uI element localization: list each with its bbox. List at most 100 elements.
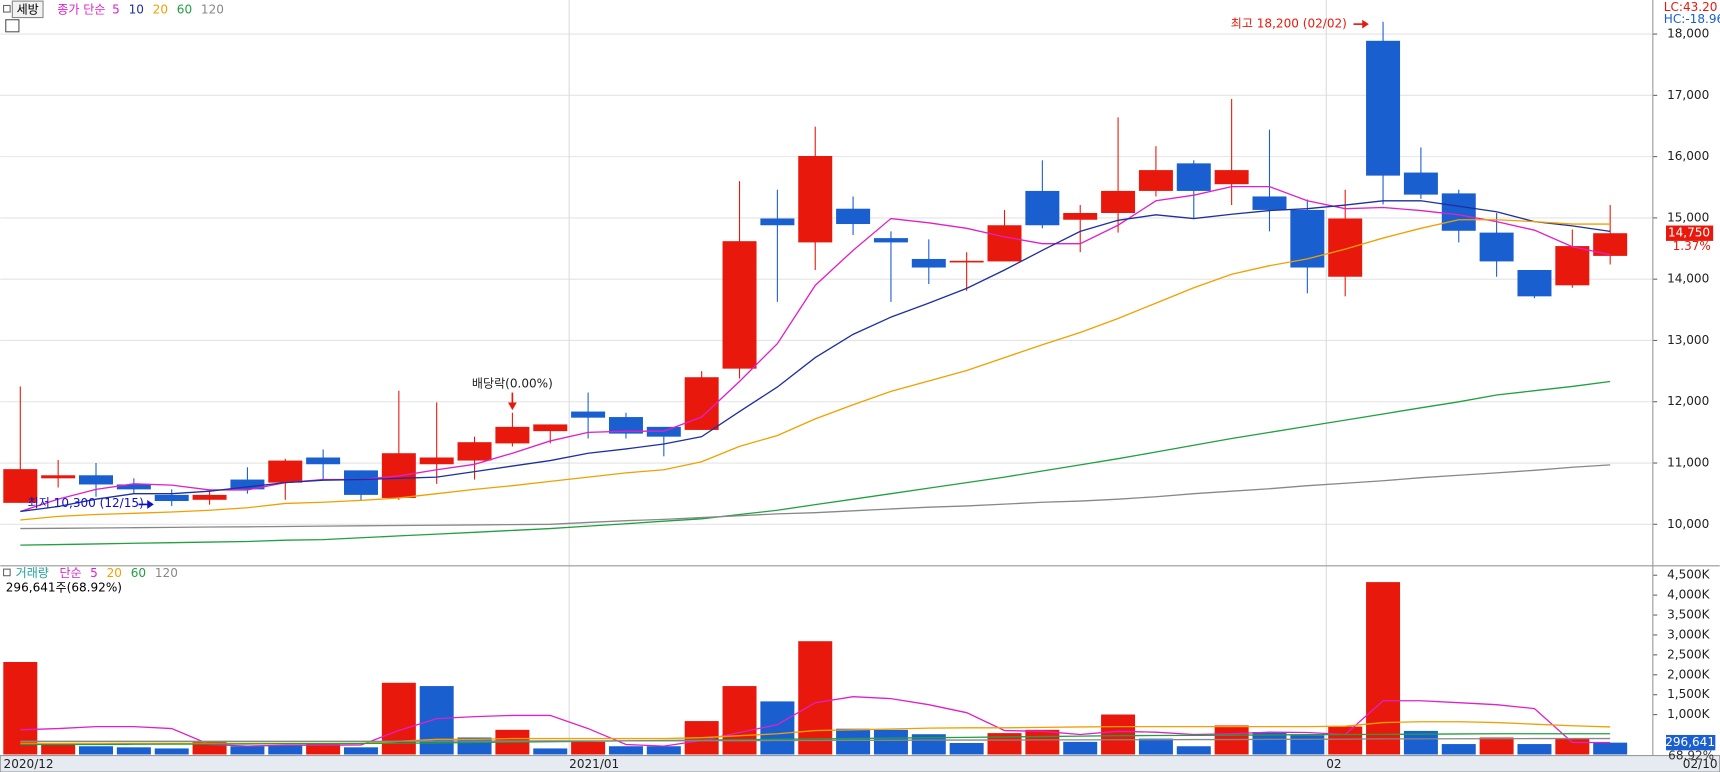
hc-indicator: HC:-18.96 [1664,12,1720,26]
pane-icon [3,4,11,13]
y-tick-label: 16,000 [1667,149,1709,163]
settings-icon[interactable] [5,19,20,33]
volume-bar [949,742,984,755]
candle-body [419,457,454,465]
candle-body [1214,170,1249,185]
date-axis [0,755,1720,772]
volume-bar [533,748,568,755]
candle-body [116,484,151,490]
volume-bar [1138,738,1173,755]
volume-bar [873,729,908,755]
y-tick-label: 11,000 [1667,456,1709,470]
candle-body [1176,163,1211,191]
candle-body [1403,172,1438,195]
candle-body [154,494,189,502]
volume-bar [1366,582,1401,755]
volume-bar [1176,746,1211,755]
candle-body [1441,193,1476,231]
volume-bar [1290,735,1325,755]
dividend-arrowhead [507,402,517,411]
volume-bar [1025,729,1060,755]
stock-button[interactable] [11,0,44,19]
candle-body [722,241,757,369]
legend-entry: 10 [129,2,144,16]
volume-bar [1252,732,1287,755]
y-tick-label: 17,000 [1667,88,1709,102]
candle-body [457,442,492,461]
volume-bar [608,746,643,755]
pane-icon [3,568,11,577]
volume-bar [1328,726,1363,755]
volume-bar [760,701,795,755]
candle-body [41,475,76,479]
volume-bar [722,686,757,755]
legend-entry: 120 [201,2,224,16]
y-tick-label: 3,500K [1667,608,1710,622]
y-tick-label: 1,500K [1667,687,1710,701]
volume-bar [1555,738,1590,755]
y-tick-label: 15,000 [1667,210,1709,224]
candle-body [836,208,871,225]
y-tick-label: 4,000K [1667,588,1710,602]
volume-bar [1063,741,1098,755]
candle-body [79,475,114,485]
y-tick-label: 2,500K [1667,647,1710,661]
y-tick-label: 1,000K [1667,707,1710,721]
volume-bar [154,748,189,755]
y-tick-label: 18,000 [1667,27,1709,41]
price-change-label: 1.37% [1673,239,1711,253]
volume-bar [911,734,946,755]
candle-body [495,426,530,444]
candle-body [230,479,265,490]
ma-line [20,380,1611,546]
x-tick-label: 02/10 [1683,757,1718,771]
volume-bar [41,744,76,755]
mark-layer [3,21,1716,755]
volume-bar [1403,730,1438,755]
x-tick-label: 02 [1326,757,1341,771]
candle-body [911,258,946,268]
volume-bar [571,741,606,755]
candle-body [1252,196,1287,210]
volume-bar [419,686,454,755]
stock-name[interactable]: 세방 [17,2,39,16]
volume-bar [3,662,38,755]
volume-bar [230,746,265,755]
volume-ratio-label: 68.92% [1668,748,1714,762]
volume-bar [268,745,303,755]
candle-body [949,260,984,263]
candle-body [1138,170,1173,191]
text-layer: 세방 종가 단순 LC:43.20 HC:-18.96 최고 18,200 (0… [3,0,1720,771]
candle-body [1328,218,1363,277]
legend-title: 종가 단순 [57,2,105,16]
y-tick-label: 2,000K [1667,667,1710,681]
candle-body [268,460,303,483]
candle-body [1479,232,1514,262]
volume-tag-label: 296,641 [1665,735,1715,749]
candle-body [1290,209,1325,268]
volume-bar [306,744,341,755]
candle-body [987,225,1022,262]
ma-line [20,219,1611,521]
legend-entry: 120 [155,566,178,580]
y-tick-label: 13,000 [1667,333,1709,347]
candle-body [192,494,227,500]
candle-body [1517,269,1552,297]
volume-bar [116,747,151,755]
volume-legend-title: 단순 [59,566,81,580]
legend-entry: 20 [153,2,168,16]
legend-entry: 5 [90,566,98,580]
low-annotation: 최저 10,300 (12/15) [28,496,144,510]
volume-bar [646,746,681,755]
y-tick-label: 12,000 [1667,394,1709,408]
ma-line [20,737,1611,742]
candle-body [571,411,606,418]
volume-bar [1593,742,1628,755]
candle-body [306,457,341,465]
volume-bar [1479,737,1514,755]
candle-body [1025,190,1060,226]
ma-line [20,464,1611,530]
volume-bar [987,733,1022,755]
high-annotation: 최고 18,200 (02/02) [1231,17,1347,31]
volume-bar [798,641,833,755]
